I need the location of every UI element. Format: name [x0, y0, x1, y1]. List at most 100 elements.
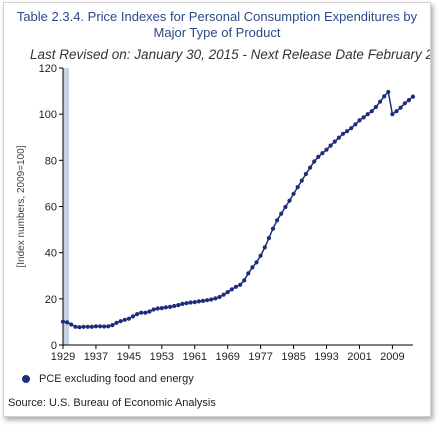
y-tick-label: 20: [45, 294, 57, 306]
data-point: [398, 105, 403, 110]
series-line: [62, 90, 414, 328]
data-point: [184, 301, 189, 306]
data-point: [130, 314, 136, 319]
data-point: [209, 297, 214, 302]
data-point: [89, 324, 94, 329]
data-point: [345, 129, 350, 134]
x-tick-label: 2001: [347, 351, 371, 363]
data-point: [238, 282, 243, 287]
data-point: [159, 306, 164, 311]
data-point: [386, 89, 391, 95]
y-tick-label: 100: [39, 109, 57, 121]
data-point: [155, 306, 160, 311]
data-point: [287, 198, 292, 203]
y-tick-label: 0: [51, 340, 57, 352]
data-point: [406, 98, 411, 103]
data-point: [279, 211, 284, 216]
data-point: [65, 320, 70, 325]
data-point: [353, 122, 358, 127]
data-point: [225, 290, 230, 295]
data-point: [410, 94, 416, 99]
data-point: [336, 135, 341, 140]
x-tick-label: 1961: [183, 351, 207, 363]
data-point: [205, 298, 210, 303]
data-point: [139, 310, 144, 315]
legend[interactable]: PCE excluding food and energy: [22, 373, 194, 385]
x-tick-label: 1937: [84, 351, 108, 363]
data-point: [98, 324, 103, 329]
data-point: [73, 324, 78, 329]
data-point: [357, 118, 362, 123]
data-point: [143, 310, 148, 315]
data-point: [320, 151, 325, 156]
data-point: [246, 271, 251, 276]
data-point: [196, 299, 201, 304]
data-point: [303, 171, 308, 177]
data-point: [122, 317, 127, 322]
data-point: [382, 94, 387, 99]
data-point: [168, 304, 173, 309]
data-point: [126, 316, 131, 321]
data-point: [316, 154, 321, 159]
data-point: [275, 218, 280, 223]
data-point: [213, 296, 218, 301]
data-point: [147, 309, 152, 314]
data-point: [340, 131, 346, 136]
chart-title-line-1: Table 2.3.4. Price Indexes for Personal …: [16, 9, 418, 24]
data-point: [308, 165, 313, 170]
data-point: [299, 178, 304, 183]
data-point: [176, 303, 181, 308]
data-point: [60, 319, 66, 324]
data-point: [390, 112, 395, 117]
y-tick-label: 40: [45, 248, 57, 260]
x-tick-label: 1953: [150, 351, 174, 363]
data-point: [291, 191, 296, 196]
data-point: [81, 324, 86, 329]
data-point: [394, 109, 399, 114]
data-point: [266, 236, 271, 241]
y-tick-label: 60: [45, 202, 57, 214]
x-tick-label: 1985: [281, 351, 305, 363]
data-point: [106, 324, 111, 329]
data-point: [217, 294, 222, 300]
x-tick-label: 1969: [215, 351, 239, 363]
data-point: [378, 99, 383, 104]
data-point: [85, 324, 90, 329]
x-tick-label: 1993: [314, 351, 338, 363]
data-point: [192, 300, 197, 305]
legend-marker: [22, 375, 30, 383]
chart-frame: Table 2.3.4. Price Indexes for Personal …: [3, 2, 431, 417]
chart-title: Table 2.3.4. Price Indexes for Personal …: [4, 9, 430, 41]
data-point: [77, 325, 82, 330]
data-point: [312, 159, 317, 164]
data-point: [242, 278, 247, 283]
data-point: [373, 104, 378, 110]
data-point: [93, 324, 98, 329]
data-point: [369, 109, 374, 114]
chart-subtitle: Last Revised on: January 30, 2015 - Next…: [30, 47, 430, 62]
data-point: [402, 101, 407, 106]
data-point: [200, 298, 206, 303]
y-tick-label: 120: [39, 63, 57, 75]
highlight-band: [63, 68, 69, 345]
data-point: [254, 260, 259, 265]
x-tick-label: 1945: [117, 351, 141, 363]
data-point: [258, 253, 263, 258]
data-point: [135, 312, 140, 317]
data-point: [151, 307, 156, 312]
y-tick-label: 80: [45, 155, 57, 167]
x-tick-label: 1977: [248, 351, 272, 363]
data-point: [262, 245, 267, 250]
data-point: [180, 301, 185, 306]
data-point: [295, 185, 300, 190]
data-point: [102, 324, 107, 329]
data-point: [221, 292, 226, 297]
data-point: [250, 265, 255, 270]
data-point: [172, 303, 177, 309]
y-axis-label: [Index numbers, 2009=100]: [16, 145, 27, 267]
data-point: [332, 139, 337, 144]
data-point: [324, 147, 329, 152]
x-tick-label: 2009: [380, 351, 404, 363]
data-point: [69, 322, 74, 327]
chart-plot: 0 20 40 60 80 100 120 1929 1937 1945 1953 1961 1969 1…: [16, 63, 416, 363]
